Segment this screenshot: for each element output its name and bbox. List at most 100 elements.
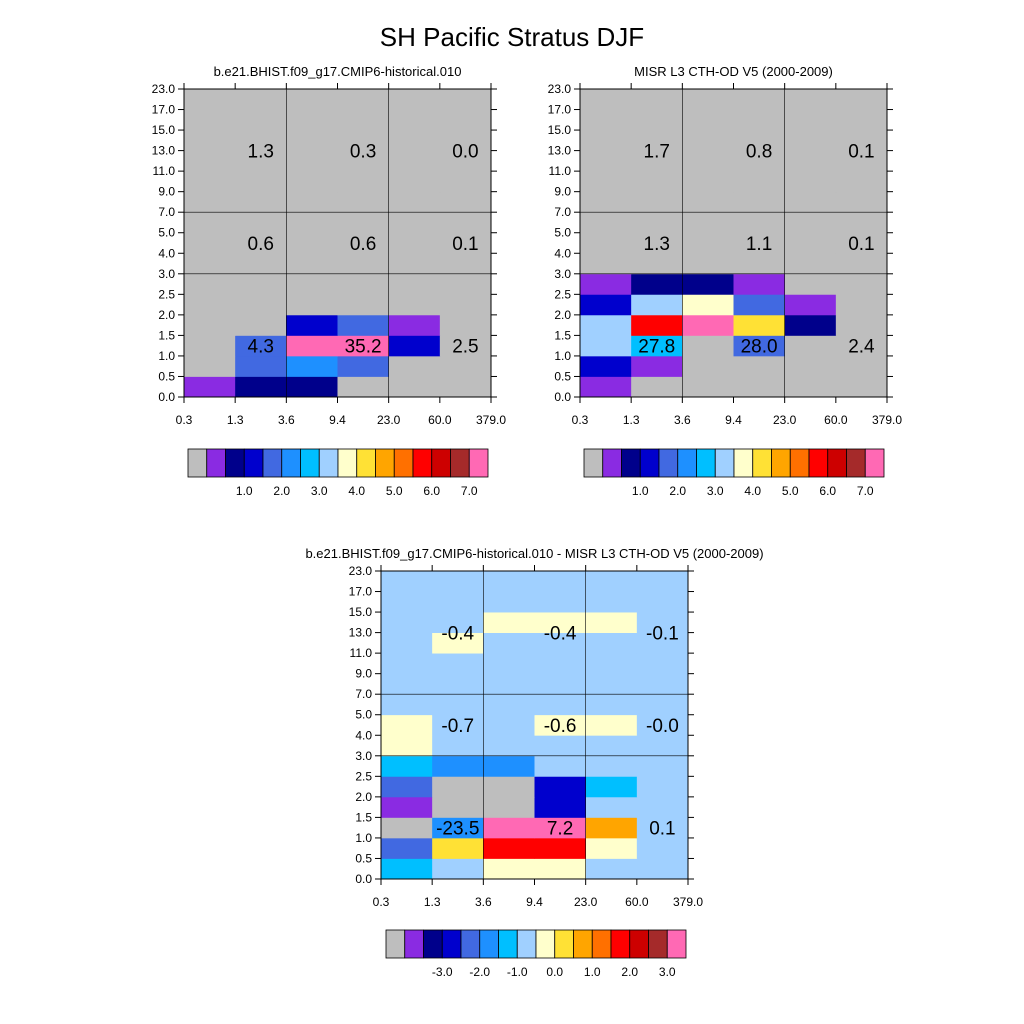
- heatmap-cell: [631, 253, 683, 275]
- cell-annotation: 35.2: [345, 337, 382, 358]
- heatmap-cell: [483, 653, 535, 675]
- x-tick-label: 9.4: [526, 895, 543, 909]
- heatmap-cell: [388, 273, 441, 295]
- heatmap-cell: [534, 858, 587, 880]
- heatmap-cell: [286, 294, 338, 316]
- y-tick-label: 2.0: [355, 790, 372, 804]
- heatmap-cell: [835, 253, 888, 275]
- heatmap-cell: [580, 355, 632, 377]
- colorbar-label: 4.0: [744, 484, 761, 498]
- x-tick-label: 23.0: [574, 895, 598, 909]
- heatmap-cell: [337, 335, 390, 357]
- heatmap-cell: [784, 171, 837, 193]
- heatmap-cell: [286, 89, 338, 110]
- heatmap-cell: [682, 314, 734, 336]
- heatmap-cell: [835, 355, 888, 377]
- x-tick-label: 23.0: [377, 413, 401, 427]
- heatmap-cell: [235, 232, 287, 254]
- heatmap-cell: [483, 632, 535, 654]
- heatmap-cell: [682, 109, 734, 131]
- x-tick-label: 3.6: [475, 895, 492, 909]
- heatmap-cell: [631, 273, 683, 295]
- heatmap-cell: [388, 191, 441, 213]
- y-tick-label: 4.0: [158, 246, 175, 260]
- cell-annotation: 4.3: [248, 337, 274, 358]
- cell-annotation: 1.1: [746, 234, 772, 255]
- heatmap-cell: [439, 171, 492, 193]
- colorbar-label: -3.0: [432, 965, 453, 979]
- heatmap-cell: [432, 632, 484, 654]
- panel-title: b.e21.BHIST.f09_g17.CMIP6-historical.010: [214, 64, 462, 79]
- heatmap-cell: [235, 89, 287, 110]
- heatmap-cell: [636, 571, 689, 592]
- y-tick-label: 17.0: [152, 103, 176, 117]
- colorbar-box: [243, 448, 264, 478]
- heatmap-cell: [235, 376, 287, 398]
- colorbar-box: [356, 448, 376, 478]
- colorbar-label: 5.0: [782, 484, 799, 498]
- colorbar-box: [666, 929, 687, 959]
- heatmap-cell: [235, 253, 287, 275]
- colorbar-box: [752, 448, 772, 478]
- heatmap-cell: [636, 653, 689, 675]
- heatmap-cell: [235, 335, 287, 357]
- panel-title: MISR L3 CTH-OD V5 (2000-2009): [634, 64, 833, 79]
- cell-annotation: 28.0: [741, 337, 778, 358]
- heatmap-cell: [580, 376, 632, 398]
- cell-annotation: -0.1: [646, 624, 679, 645]
- y-tick-label: 0.0: [158, 390, 175, 404]
- heatmap-cell: [432, 653, 484, 675]
- heatmap-cell: [184, 335, 236, 357]
- heatmap-cell: [286, 253, 338, 275]
- heatmap-cell: [432, 817, 484, 839]
- heatmap-cell: [585, 837, 638, 859]
- heatmap-cell: [733, 376, 786, 398]
- heatmap-cell: [235, 191, 287, 213]
- colorbar-box: [808, 448, 829, 478]
- heatmap-cell: [337, 294, 390, 316]
- colorbar-box: [337, 448, 358, 478]
- colorbar-label: 6.0: [819, 484, 836, 498]
- heatmap-cell: [439, 232, 492, 254]
- colorbar-label: 3.0: [311, 484, 328, 498]
- heatmap-cell: [733, 253, 786, 275]
- colorbar-box: [450, 448, 470, 478]
- colorbar-box: [479, 929, 499, 959]
- cell-annotation: 0.1: [848, 142, 874, 163]
- heatmap-cell: [682, 89, 734, 110]
- heatmap-cell: [381, 796, 433, 818]
- heatmap-cell: [483, 735, 535, 757]
- heatmap-cell: [534, 837, 587, 859]
- heatmap-cell: [682, 376, 734, 398]
- heatmap-cell: [733, 355, 786, 377]
- heatmap-cell: [381, 735, 433, 757]
- colorbar-box: [733, 448, 754, 478]
- y-tick-label: 1.0: [355, 831, 372, 845]
- heatmap-cell: [483, 755, 535, 777]
- y-tick-label: 3.0: [554, 267, 571, 281]
- heatmap-cell: [184, 109, 236, 131]
- heatmap-cell: [636, 612, 689, 633]
- heatmap-cell: [432, 694, 484, 716]
- y-tick-label: 2.5: [355, 769, 372, 783]
- colorbar-box: [602, 448, 622, 478]
- heatmap-cell: [585, 776, 638, 798]
- y-tick-label: 2.5: [554, 287, 571, 301]
- y-tick-label: 13.0: [349, 626, 373, 640]
- colorbar-box: [404, 929, 424, 959]
- heatmap-cell: [682, 150, 734, 172]
- heatmap-cell: [381, 673, 433, 695]
- heatmap-cell: [439, 212, 492, 234]
- colorbar-box: [206, 448, 226, 478]
- heatmap-cell: [682, 253, 734, 275]
- y-tick-label: 1.5: [158, 328, 175, 342]
- colorbar-box: [281, 448, 301, 478]
- y-tick-label: 23.0: [349, 564, 373, 578]
- cell-annotation: 0.0: [452, 142, 478, 163]
- heatmap-cell: [580, 109, 632, 131]
- colorbar-label: 0.0: [546, 965, 563, 979]
- heatmap-cell: [432, 612, 484, 633]
- heatmap-cell: [682, 212, 734, 234]
- heatmap-cell: [483, 714, 535, 736]
- heatmap-cell: [733, 335, 786, 357]
